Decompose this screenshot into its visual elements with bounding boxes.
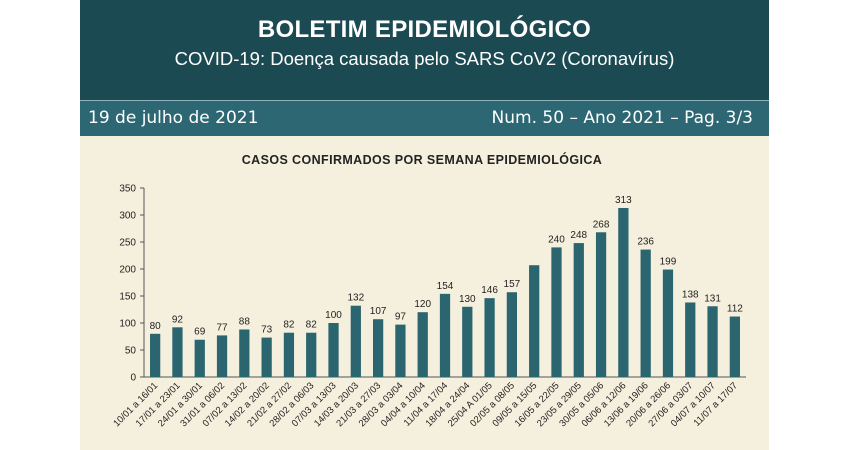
bar-value-label: 88: [239, 316, 251, 327]
bar: [618, 207, 629, 377]
bar-value-label: 97: [395, 312, 407, 323]
bar-value-label: 82: [283, 320, 295, 331]
bar-value-label: 240: [548, 234, 565, 245]
bar: [350, 305, 361, 377]
chart-bars: [150, 207, 740, 377]
bar: [283, 332, 295, 377]
bar-value-label: 268: [593, 219, 610, 230]
bar-value-label: 82: [306, 320, 318, 331]
bar: [484, 298, 495, 377]
bar-value-label: 199: [660, 257, 677, 268]
bar: [306, 332, 317, 377]
bar: [372, 319, 384, 377]
bar-value-label: 236: [637, 237, 654, 248]
bar-value-label: 146: [481, 285, 498, 296]
issue-info-bar: 19 de julho de 2021 Num. 50 – Ano 2021 –…: [80, 100, 769, 136]
bar-value-label: 120: [414, 299, 431, 310]
y-tick-label: 50: [125, 346, 137, 357]
bulletin-subtitle: COVID-19: Doença causada pelo SARS CoV2 …: [174, 48, 675, 69]
bar: [216, 335, 228, 377]
bar: [529, 265, 540, 377]
bar: [194, 339, 205, 377]
bar-value-label: 80: [150, 321, 162, 332]
y-tick-label: 100: [119, 319, 136, 330]
y-tick-label: 200: [119, 265, 136, 276]
bar-value-label: 92: [172, 314, 184, 325]
bar: [395, 324, 406, 377]
bar: [551, 247, 562, 377]
bar: [172, 327, 183, 377]
bar: [417, 312, 428, 377]
issue-date: 19 de julho de 2021: [88, 108, 259, 128]
bar: [439, 293, 451, 377]
y-tick-label: 150: [119, 292, 136, 303]
bar-value-label: 69: [194, 327, 206, 338]
bar: [261, 337, 272, 377]
bar-value-label: 131: [704, 293, 721, 304]
bar: [328, 323, 339, 377]
bar-value-label: 157: [504, 279, 521, 290]
bar: [707, 306, 718, 377]
bar: [729, 316, 740, 377]
bar: [640, 249, 651, 377]
bar: [239, 329, 250, 377]
bar-value-label: 132: [347, 293, 364, 304]
chart-area: CASOS CONFIRMADOS POR SEMANA EPIDEMIOLÓG…: [80, 136, 769, 450]
bar-value-label: 248: [570, 230, 587, 241]
bar-chart: CASOS CONFIRMADOS POR SEMANA EPIDEMIOLÓG…: [111, 152, 746, 429]
y-tick-label: 350: [119, 184, 136, 195]
chart-data-labels: 80 92 69 77 88 73 82 82 100 132 107 97 120 154 130 146 1…: [150, 195, 744, 338]
bar-value-label: 130: [459, 294, 476, 305]
bar-value-label: 107: [370, 306, 387, 317]
y-tick-label: 0: [130, 373, 136, 384]
bar: [150, 333, 161, 377]
header-banner: BOLETIM EPIDEMIOLÓGICO COVID-19: Doença …: [80, 0, 769, 100]
bar-value-label: 73: [261, 325, 273, 336]
bar-value-label: 77: [216, 322, 228, 333]
bar: [506, 292, 518, 377]
bar-value-label: 112: [727, 304, 743, 315]
bar: [662, 269, 674, 377]
bar: [685, 302, 696, 377]
bar-value-label: 100: [325, 310, 342, 321]
bar-value-label: 138: [682, 289, 699, 300]
bar: [462, 306, 473, 377]
y-tick-label: 250: [119, 238, 136, 249]
bar-value-label: 154: [437, 281, 454, 292]
bulletin-title: BOLETIM EPIDEMIOLÓGICO: [257, 16, 592, 43]
issue-number: Num. 50 – Ano 2021 – Pag. 3/3: [491, 108, 753, 128]
bar: [573, 243, 584, 377]
bar: [595, 232, 607, 377]
chart-title: CASOS CONFIRMADOS POR SEMANA EPIDEMIOLÓG…: [242, 152, 603, 167]
bar-value-label: 313: [615, 195, 632, 206]
y-tick-label: 300: [119, 211, 136, 222]
chart-axes: 0 50 100 150 200 250 300 350: [119, 184, 746, 384]
